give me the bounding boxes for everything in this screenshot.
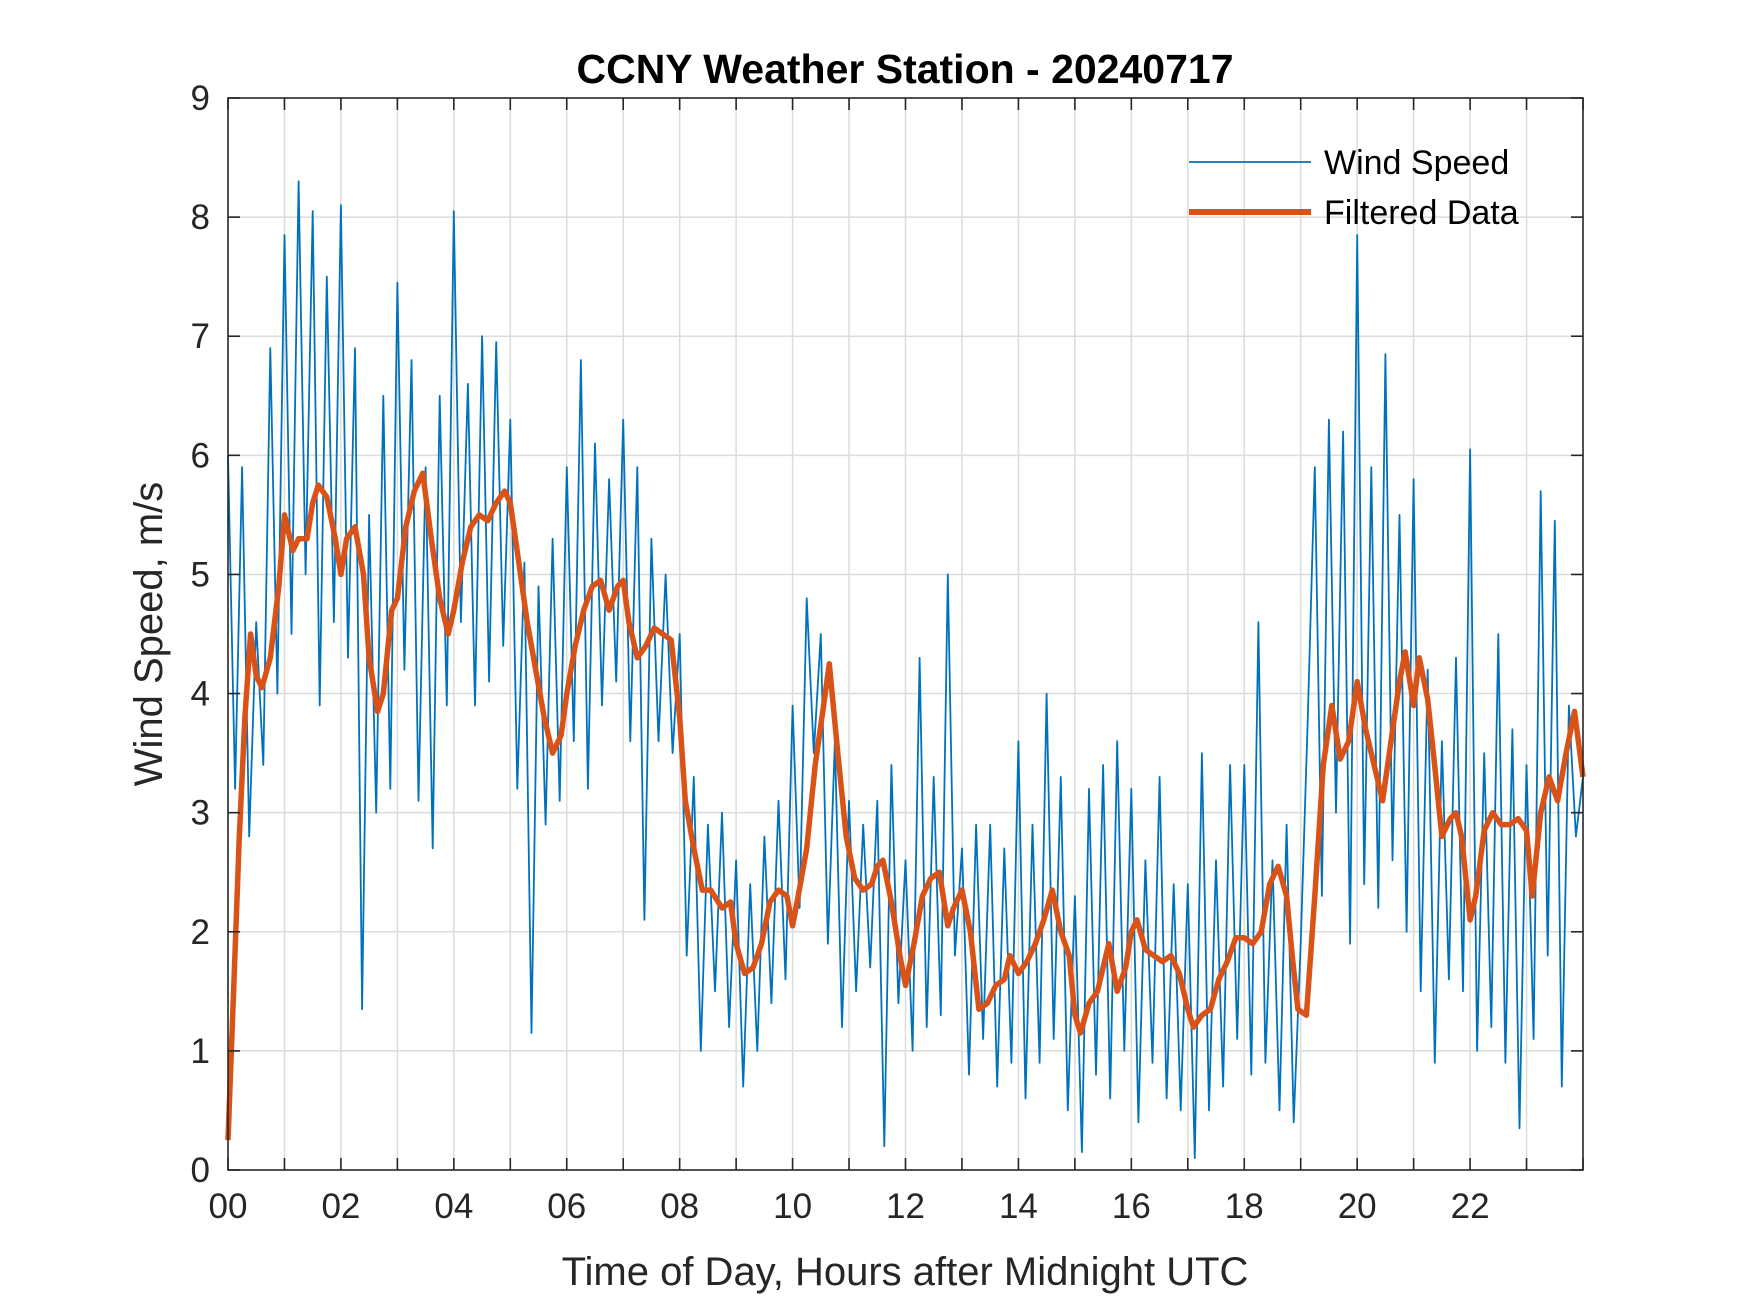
legend: Wind Speed Filtered Data — [1189, 144, 1519, 232]
y-tick-label: 5 — [191, 555, 210, 594]
y-tick-label: 2 — [191, 913, 210, 952]
y-tick-label: 1 — [191, 1032, 210, 1071]
y-tick-label: 4 — [191, 675, 210, 714]
x-tick-label: 02 — [321, 1187, 360, 1226]
x-tick-label: 14 — [999, 1187, 1038, 1226]
x-tick-label: 06 — [547, 1187, 586, 1226]
y-tick-label: 9 — [191, 79, 210, 118]
series-group — [225, 180, 1586, 1159]
x-tick-label: 00 — [209, 1187, 248, 1226]
x-tick-label: 10 — [773, 1187, 812, 1226]
x-tick-label: 18 — [1225, 1187, 1264, 1226]
x-tick-label: 22 — [1451, 1187, 1490, 1226]
grid — [228, 98, 1583, 1170]
y-tick-label: 0 — [191, 1151, 210, 1190]
y-axis-label: Wind Speed, m/s — [127, 482, 171, 787]
filtered-data-line — [225, 470, 1586, 1141]
y-tick-label: 6 — [191, 436, 210, 475]
x-tick-label: 12 — [886, 1187, 925, 1226]
x-tick-label: 20 — [1338, 1187, 1377, 1226]
legend-wind-speed-label: Wind Speed — [1324, 144, 1509, 182]
x-tick-label: 04 — [434, 1187, 473, 1226]
legend-filtered-data-label: Filtered Data — [1324, 194, 1519, 232]
y-tick-label: 8 — [191, 198, 210, 237]
x-tick-label: 08 — [660, 1187, 699, 1226]
y-tick-label: 7 — [191, 317, 210, 356]
chart-title: CCNY Weather Station - 20240717 — [576, 46, 1233, 92]
wind-speed-line — [227, 180, 1584, 1159]
x-axis-label: Time of Day, Hours after Midnight UTC — [562, 1250, 1249, 1294]
y-tick-label: 3 — [191, 794, 210, 833]
x-tick-label: 16 — [1112, 1187, 1151, 1226]
